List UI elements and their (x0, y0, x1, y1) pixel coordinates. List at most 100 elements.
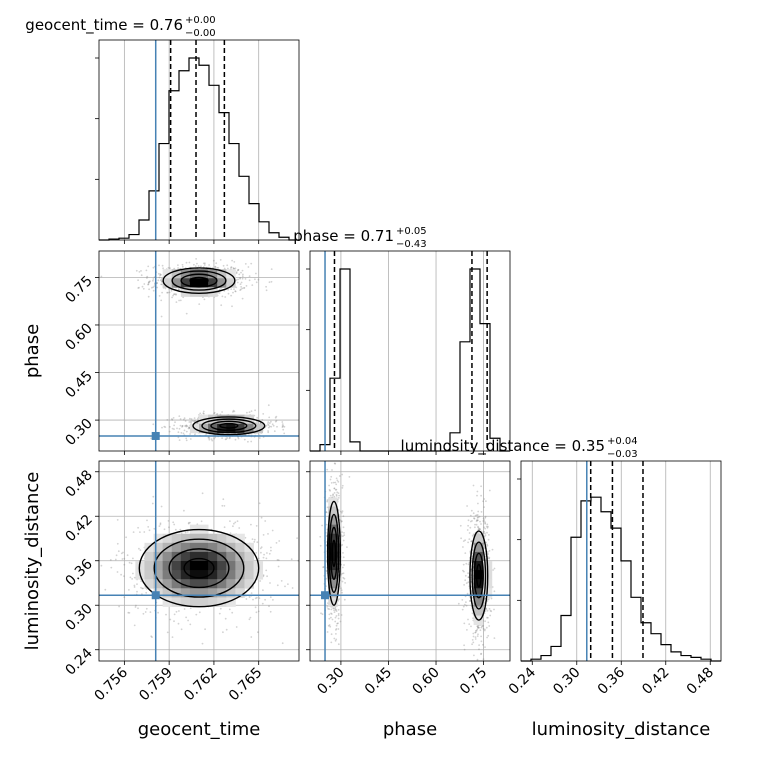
density-cell (217, 570, 227, 580)
x-axis-label-phase: phase (383, 719, 437, 740)
sample-point (183, 509, 185, 512)
sample-point (224, 438, 227, 441)
sample-point (219, 607, 222, 610)
sample-point (128, 612, 131, 614)
sample-point (116, 519, 119, 521)
sample-point (243, 438, 246, 441)
sample-point (159, 522, 162, 525)
sample-point (146, 275, 149, 278)
panel-0-1 (99, 251, 299, 451)
sample-point (147, 526, 150, 528)
x-tick-label: 0.45 (362, 665, 395, 698)
y-tick-label: 0.24 (62, 645, 95, 678)
sample-point (476, 519, 478, 521)
sample-point (482, 625, 485, 627)
sample-point (270, 420, 272, 423)
sample-point (245, 598, 248, 600)
sample-point (222, 264, 225, 267)
sample-point (237, 278, 240, 281)
sample-point (214, 265, 217, 268)
density-cell (171, 551, 182, 562)
title-minus: −0.43 (396, 239, 427, 250)
sample-point (152, 286, 155, 288)
sample-point (152, 495, 155, 498)
x-tick-label: 0.24 (506, 664, 539, 697)
sample-point (143, 531, 146, 533)
sample-point (253, 538, 256, 541)
sample-point (470, 540, 473, 543)
density-cell (208, 597, 218, 607)
contour-level-0 (219, 422, 239, 429)
sample-point (341, 591, 343, 594)
sample-point (338, 494, 340, 497)
sample-point (481, 624, 484, 627)
sample-point (199, 412, 202, 415)
sample-point (142, 587, 145, 590)
sample-point (167, 266, 170, 269)
sample-point (259, 580, 262, 582)
sample-point (480, 640, 483, 643)
sample-point (132, 531, 135, 533)
sample-point (277, 559, 280, 561)
sample-point (223, 267, 226, 270)
sample-point (240, 281, 243, 284)
density-cell (144, 570, 154, 580)
sample-point (325, 511, 328, 513)
sample-point (474, 514, 477, 517)
sample-point (467, 618, 469, 621)
sample-point (482, 628, 485, 630)
panel-content (99, 461, 299, 661)
sample-point (482, 500, 484, 503)
sample-point (330, 482, 333, 484)
density-cell (162, 597, 173, 607)
sample-point (320, 612, 322, 615)
sample-point (258, 437, 261, 439)
panel-content (310, 461, 510, 661)
density-cell (473, 533, 484, 544)
sample-point (340, 544, 343, 547)
density-cell (162, 533, 173, 544)
sample-point (120, 573, 122, 576)
sample-point (459, 524, 462, 527)
density-cell (153, 579, 164, 589)
density-cell (180, 551, 191, 562)
density-cell (189, 570, 200, 580)
sample-point (480, 485, 482, 488)
sample-point (174, 421, 176, 424)
sample-point (488, 556, 491, 559)
sample-point (276, 425, 278, 428)
sample-point (483, 535, 486, 538)
density-cell (328, 515, 338, 526)
sample-point (281, 642, 284, 645)
sample-point (477, 528, 480, 531)
sample-point (283, 425, 286, 428)
sample-point (278, 540, 281, 542)
sample-point (189, 521, 191, 524)
title-median: 0.76 (150, 16, 183, 34)
sample-point (248, 411, 251, 414)
sample-point (136, 583, 138, 585)
density-cell (171, 278, 182, 288)
sample-point (340, 520, 343, 523)
sample-point (330, 612, 332, 615)
sample-point (463, 648, 466, 651)
sample-point (170, 289, 173, 292)
density-cell (180, 597, 191, 607)
sample-point (462, 540, 465, 542)
density-cell (199, 542, 209, 553)
sample-point (181, 263, 184, 266)
sample-point (184, 420, 187, 422)
sample-point (478, 532, 480, 534)
sample-point (180, 532, 183, 534)
sample-point (275, 415, 278, 418)
sample-point (202, 412, 205, 415)
histogram-phase (310, 268, 510, 452)
x-tick-label: 0.762 (181, 665, 221, 705)
density-cell (328, 506, 338, 516)
sample-point (246, 411, 248, 414)
sample-point (476, 635, 479, 637)
sample-point (269, 596, 272, 599)
sample-point (195, 613, 198, 616)
sample-point (267, 421, 270, 424)
sample-point (486, 526, 489, 529)
